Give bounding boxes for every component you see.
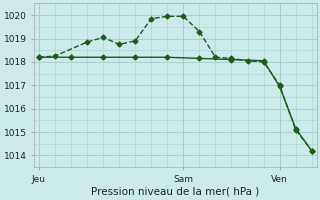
X-axis label: Pression niveau de la mer( hPa ): Pression niveau de la mer( hPa ) <box>91 187 260 197</box>
